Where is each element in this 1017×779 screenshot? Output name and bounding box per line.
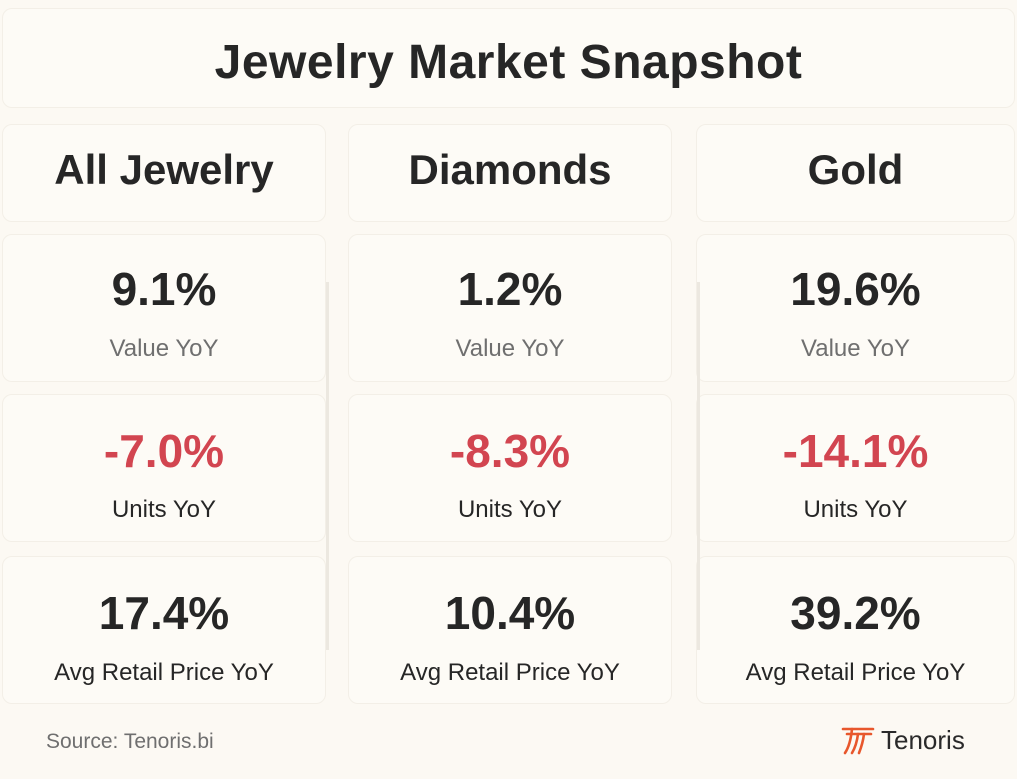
units-yoy: -7.0% [103,425,225,477]
price-yoy-label: Avg Retail Price YoY [400,659,620,686]
metric-card [696,394,1015,542]
price-yoy-label: Avg Retail Price YoY [54,659,274,686]
units-yoy: -8.3% [449,425,571,477]
tenoris-logo-icon [841,727,875,755]
metric-card [2,394,326,542]
source-note: Source: Tenoris.bi [46,730,214,753]
units-yoy-label: Units YoY [803,496,908,523]
column-header-gold: Gold [807,146,904,193]
price-yoy: 10.4% [444,587,576,639]
metric-card [348,234,672,382]
metric-card [696,556,1015,704]
value-yoy-label: Value YoY [109,335,219,362]
value-yoy: 19.6% [790,263,921,315]
brand-logo: Tenoris [841,722,965,758]
value-yoy-label: Value YoY [455,335,565,362]
units-yoy-label: Units YoY [111,496,217,523]
value-yoy: 1.2% [457,263,563,315]
metric-card [696,234,1015,382]
column-header-all-jewelry: All Jewelry [54,146,274,193]
header-card-all-jewelry [2,124,326,222]
metric-card [2,234,326,382]
price-yoy: 17.4% [98,587,230,639]
column-divider [697,282,700,650]
title-card [2,8,1015,108]
column-header-diamonds: Diamonds [408,146,612,193]
price-yoy: 39.2% [790,587,921,639]
value-yoy: 9.1% [111,263,217,315]
price-yoy-label: Avg Retail Price YoY [745,659,966,686]
value-yoy-label: Value YoY [801,335,910,362]
metric-card [2,556,326,704]
header-card-gold [696,124,1015,222]
metric-card [348,556,672,704]
metric-card [348,394,672,542]
column-divider [326,282,329,650]
page-title: Jewelry Market Snapshot [214,36,803,89]
units-yoy-label: Units YoY [457,496,563,523]
brand-name: Tenoris [881,724,965,755]
header-card-diamonds [348,124,672,222]
units-yoy: -14.1% [782,425,929,477]
